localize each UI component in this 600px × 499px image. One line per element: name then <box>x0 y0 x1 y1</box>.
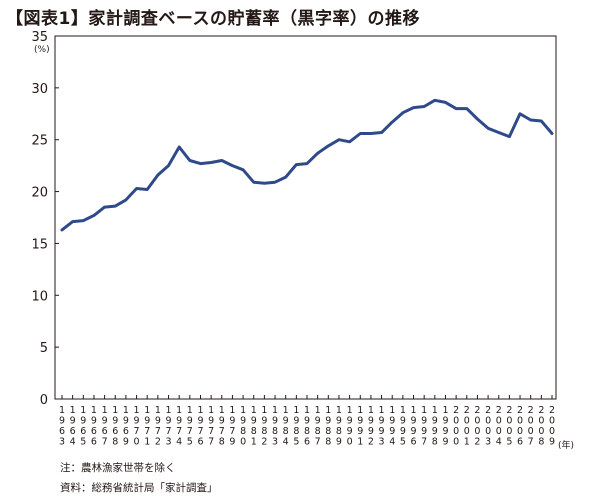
y-tick-label: 30 <box>31 82 48 97</box>
y-tick-label: 10 <box>31 289 48 304</box>
y-axis-unit: (%) <box>34 45 50 55</box>
plot-frame <box>54 35 557 400</box>
y-tick-label: 20 <box>31 186 48 201</box>
y-tick-label: 25 <box>31 134 48 149</box>
y-tick-label: 5 <box>40 341 48 356</box>
x-axis-unit: (年) <box>558 439 574 451</box>
y-tick-label: 0 <box>40 393 48 408</box>
y-tick-label: 15 <box>31 237 48 252</box>
chart-title: 【図表1】家計調査ベースの貯蓄率（黒字率）の推移 <box>6 9 420 29</box>
footnote-source: 資料：総務省統計局「家計調査」 <box>60 482 218 494</box>
series-layer <box>60 98 554 232</box>
x-tick-labels: 1 9 6 3 1 9 6 4 1 9 6 5 1 9 6 6 1 9 6 7 1 9 6 8 1 9 6 9 1 9 7 0 1 9 7 1 1 9 7 2… <box>59 405 555 448</box>
y-tick-label: 35 <box>31 30 48 45</box>
y-tick-labels: 0 5 10 15 20 25 30 35 <box>31 30 48 408</box>
series-line <box>60 98 554 232</box>
chart-axes <box>54 35 557 400</box>
footnotes: 注：農林漁家世帯を除く 資料：総務省統計局「家計調査」 <box>60 458 218 498</box>
footnote-note: 注：農林漁家世帯を除く <box>60 462 176 474</box>
